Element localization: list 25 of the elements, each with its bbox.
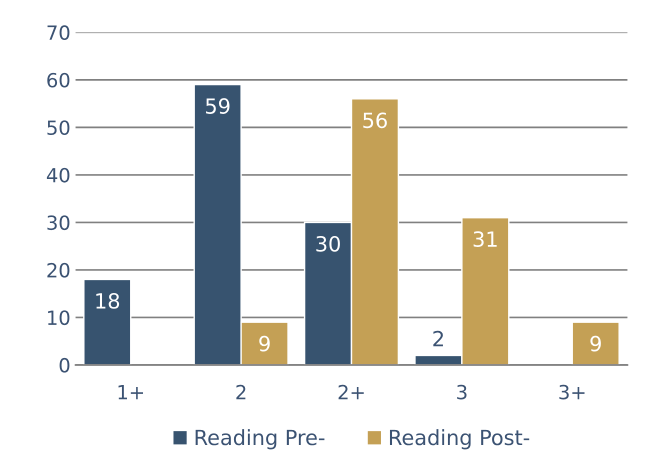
x-tick-label: 1+ [118,385,144,400]
data-label: 59 [206,98,230,114]
bar [83,278,132,365]
legend-label: Reading Post- [390,429,530,450]
bar [572,322,620,365]
y-tick-label: 10 [48,310,70,326]
x-tick-label: 2+ [338,384,364,400]
data-label: 56 [363,112,387,128]
y-tick-label: 0 [60,358,70,373]
x-tick-label: 2 [236,384,246,400]
data-label: 9 [259,336,270,352]
y-tick-label: 40 [46,168,70,183]
y-tick-label: 20 [47,262,70,278]
data-label: 31 [474,231,497,247]
x-tick-label: 3 [457,384,466,400]
data-label: 30 [316,236,340,252]
legend-label: Reading Pre- [196,429,324,450]
data-label: 2 [433,330,443,346]
data-label: 9 [590,336,601,352]
y-tick-label: 60 [47,72,70,88]
data-label: 18 [96,293,120,309]
x-tick-label: 3+ [559,384,585,400]
y-tick-label: 30 [47,215,70,230]
y-tick-label: 50 [47,120,70,136]
y-tick-label: 70 [48,25,70,40]
